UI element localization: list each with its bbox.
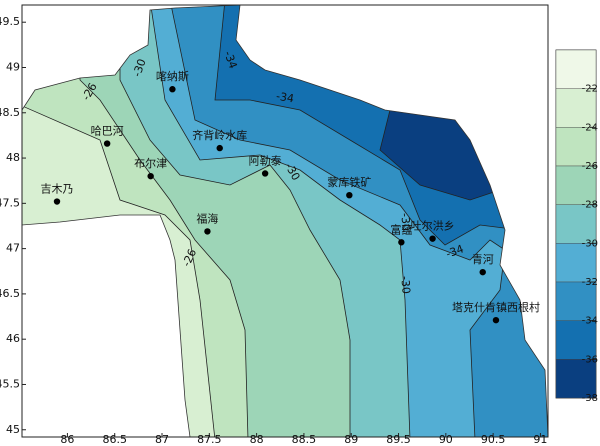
contour-label: -30 [130, 57, 148, 78]
region-outline [21, 4, 549, 438]
y-tick-label: 48 [6, 151, 20, 164]
station-label: 福海 [196, 211, 218, 225]
station-dot [346, 191, 353, 199]
station-dot [147, 172, 154, 180]
station-label: 齐背岭水库 [192, 128, 247, 142]
station-label: 吐尔洪乡 [411, 219, 455, 233]
station-dot [216, 144, 223, 152]
x-tick-label: 86 [60, 433, 74, 446]
x-tick-label: 90.5 [481, 433, 506, 446]
x-tick-label: 90 [439, 433, 453, 446]
colorbar-band [555, 165, 597, 205]
station-label: 阿勒泰 [249, 153, 282, 167]
colorbar-band [555, 49, 597, 89]
colorbar-band [555, 127, 597, 167]
station-dot [479, 268, 486, 276]
station-dot [169, 86, 176, 93]
x-tick-label: 88.5 [292, 433, 317, 446]
station-label: 布尔津 [134, 157, 167, 170]
colorbar-tick-label: -36 [582, 354, 598, 365]
x-tick-label: 86.5 [102, 433, 127, 446]
colorbar-tick-label: -26 [582, 161, 598, 172]
y-tick-label: 46.5 [0, 287, 20, 300]
colorbar-band [555, 281, 597, 321]
x-tick-label: 89 [344, 433, 358, 446]
station-dot [492, 316, 500, 324]
station-label: 喀纳斯 [156, 70, 189, 83]
contour-label: -34 [275, 90, 295, 106]
station-label: 哈巴河 [91, 125, 124, 138]
x-tick-label: 87.5 [197, 433, 222, 446]
colorbar-band [555, 320, 597, 360]
station-label: 富蕴 [390, 222, 412, 236]
x-tick-label: 87 [155, 433, 169, 446]
y-tick-label: 45 [6, 423, 20, 436]
contour-label: -30 [398, 275, 413, 294]
station-dot [53, 198, 61, 205]
x-tick-label: 91 [533, 433, 547, 446]
station-label: 青河 [472, 253, 494, 266]
colorbar-tick-label: -34 [582, 316, 598, 327]
colorbar-band [555, 204, 597, 244]
station-label: 吉木乃 [41, 183, 74, 196]
station-dot [398, 239, 405, 246]
y-tick-label: 49 [6, 60, 20, 73]
x-tick-label: 89.5 [386, 433, 411, 446]
y-tick-label: 47.5 [0, 196, 20, 209]
contour-label: -34 [444, 242, 465, 260]
colorbar-tick-label: -38 [582, 393, 598, 404]
y-tick-label: 45.5 [0, 377, 20, 390]
colorbar-tick-label: -24 [582, 122, 598, 133]
station-label: 塔克什肯镇西根村 [452, 300, 540, 314]
x-tick-label: 88 [250, 433, 264, 446]
colorbar-band [555, 88, 597, 128]
y-tick-label: 49.5 [0, 15, 20, 28]
colorbar-band [555, 243, 597, 283]
station-dot [429, 235, 436, 242]
station-dot [204, 228, 211, 235]
colorbar-tick-label: -22 [582, 84, 598, 95]
y-tick-label: 46 [6, 332, 20, 345]
station-dot [103, 140, 111, 147]
contour-label: -30 [398, 212, 413, 231]
y-tick-label: 47 [6, 242, 20, 255]
colorbar-band [555, 359, 597, 399]
station-label: 蒙库铁矿 [327, 176, 371, 189]
station-dot [261, 170, 269, 177]
plot-frame [21, 4, 549, 438]
y-tick-label: 48.5 [0, 106, 20, 119]
colorbar-tick-label: -30 [582, 238, 598, 249]
colorbar-tick-label: -32 [582, 277, 598, 288]
contour-label: -34 [221, 49, 239, 70]
colorbar-tick-label: -28 [582, 200, 598, 211]
